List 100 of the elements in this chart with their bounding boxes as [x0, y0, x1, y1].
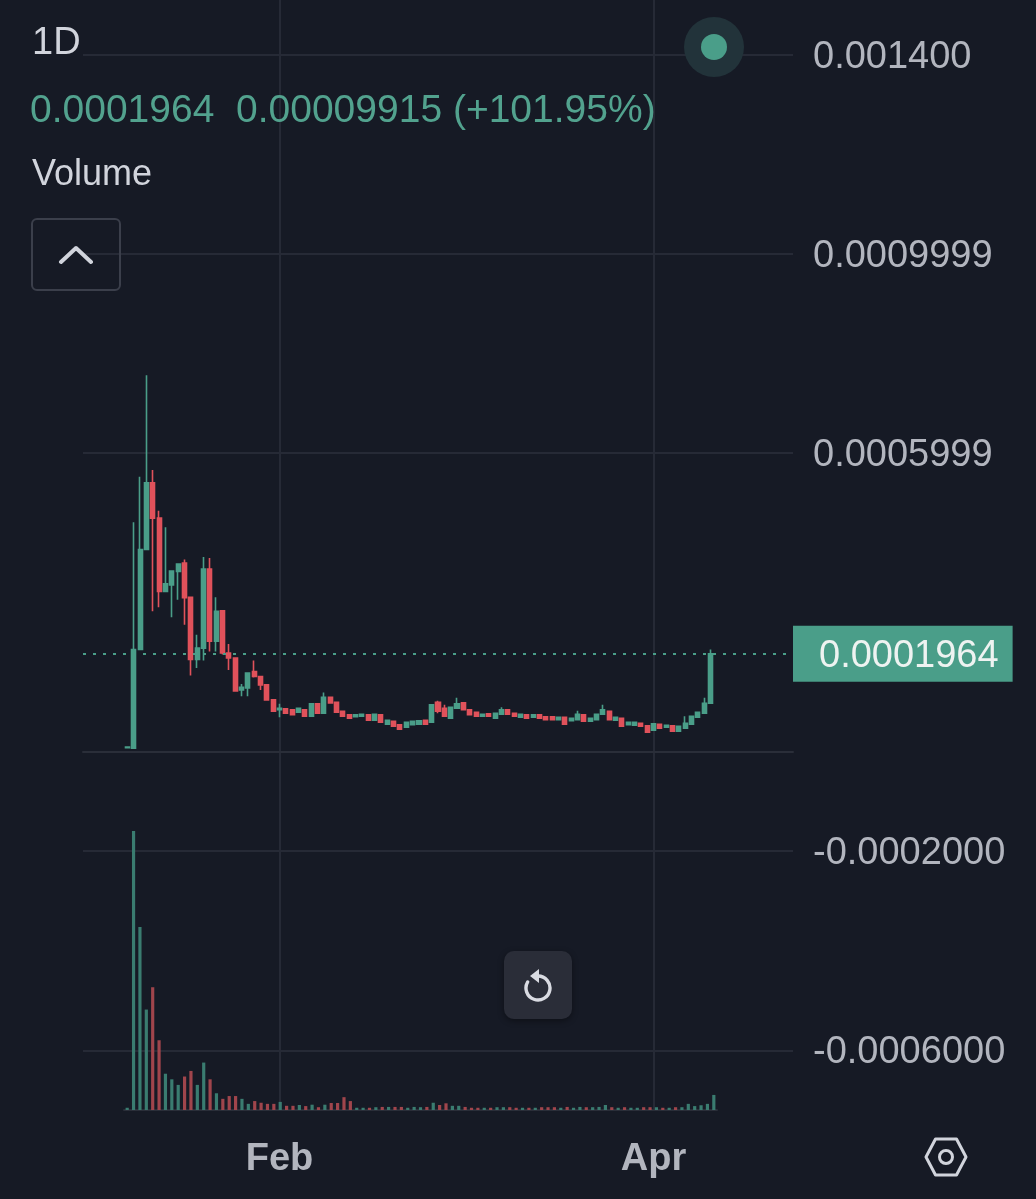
- bar: [610, 1107, 614, 1110]
- bar: [444, 1103, 448, 1110]
- bar: [578, 1106, 582, 1110]
- candlestick: [511, 712, 518, 718]
- bar: [304, 1106, 308, 1110]
- bar: [705, 1103, 710, 1110]
- bar: [374, 1107, 378, 1110]
- bar: [170, 1079, 174, 1110]
- bar: [138, 926, 142, 1110]
- candlestick: [612, 716, 619, 722]
- bar: [221, 1098, 225, 1110]
- candlestick: [384, 719, 391, 726]
- bar: [393, 1106, 397, 1110]
- candlestick: [422, 719, 429, 726]
- bar: [418, 1107, 423, 1110]
- candlestick: [523, 713, 530, 720]
- bar: [642, 1107, 646, 1110]
- bar: [584, 1107, 588, 1110]
- bar: [316, 1107, 321, 1110]
- bar: [227, 1096, 231, 1110]
- candlestick: [606, 710, 613, 721]
- candlestick: [656, 723, 663, 730]
- bar: [189, 1070, 193, 1110]
- bar: [565, 1106, 569, 1110]
- candlestick: [428, 704, 435, 724]
- bar: [495, 1107, 499, 1110]
- bar: [450, 1105, 454, 1110]
- bar: [297, 1104, 301, 1110]
- candlestick: [314, 703, 321, 715]
- candlestick: [308, 703, 315, 718]
- y-tick-label: 0.001400: [813, 33, 972, 76]
- bar: [246, 1103, 250, 1110]
- bar: [265, 1103, 270, 1110]
- bar: [163, 1073, 168, 1110]
- bar: [693, 1106, 697, 1110]
- candlestick: [346, 713, 353, 720]
- bar: [412, 1106, 416, 1110]
- bar: [131, 831, 136, 1110]
- bar: [457, 1105, 461, 1110]
- x-tick-label: Feb: [245, 1136, 314, 1178]
- candlestick: [650, 722, 657, 732]
- ref-line-label: 0.0001964: [819, 632, 999, 675]
- bar: [144, 1009, 148, 1110]
- candlestick: [175, 563, 182, 601]
- candlestick: [473, 711, 480, 718]
- candlestick: [365, 713, 372, 722]
- bar: [329, 1103, 333, 1110]
- candlestick: [276, 703, 283, 719]
- bar: [336, 1103, 340, 1110]
- bar: [202, 1062, 206, 1110]
- y-tick-label: -0.0006000: [813, 1029, 1006, 1072]
- bar: [552, 1107, 556, 1110]
- candlestick: [149, 469, 156, 613]
- bar: [182, 1076, 187, 1110]
- bar: [686, 1103, 690, 1110]
- text: 0.0001964 0.00009915 (+101.95%): [30, 87, 656, 131]
- candlestick: [618, 717, 625, 728]
- candlestick: [232, 657, 239, 692]
- candlestick: [517, 713, 524, 719]
- bar: [508, 1107, 512, 1110]
- bar: [278, 1101, 282, 1110]
- bar: [240, 1098, 244, 1110]
- candlestick: [549, 715, 556, 721]
- bar: [591, 1107, 595, 1110]
- candlestick: [371, 713, 378, 722]
- candlestick: [504, 709, 511, 716]
- bar: [342, 1097, 346, 1110]
- candlestick: [675, 725, 682, 733]
- y-tick-label: -0.0002000: [813, 830, 1006, 873]
- bar: [285, 1105, 289, 1110]
- candlestick: [479, 713, 486, 718]
- bar: [546, 1107, 550, 1110]
- bar: [348, 1101, 352, 1110]
- bar: [176, 1084, 180, 1110]
- x-tick-label: Apr: [620, 1136, 687, 1178]
- bar: [431, 1102, 435, 1110]
- text: 1D: [32, 20, 81, 63]
- bar: [253, 1101, 257, 1110]
- bar: [699, 1105, 703, 1110]
- bar: [291, 1105, 295, 1110]
- bar: [540, 1107, 544, 1110]
- bar: [208, 1079, 212, 1110]
- bar: [501, 1107, 505, 1110]
- bar: [673, 1107, 678, 1110]
- candlestick: [644, 724, 651, 733]
- chart-title: Volume: [32, 152, 153, 193]
- bar: [622, 1107, 627, 1110]
- bar: [712, 1094, 716, 1110]
- candlestick: [663, 724, 670, 729]
- bar: [233, 1096, 238, 1110]
- candlestick: [270, 699, 277, 713]
- bar: [151, 987, 155, 1110]
- candlestick: [561, 716, 568, 726]
- bar: [597, 1106, 601, 1110]
- candlestick: [637, 722, 644, 728]
- candlestick: [320, 691, 327, 715]
- candlestick: [156, 509, 163, 609]
- bar: [648, 1107, 652, 1110]
- bar: [157, 1040, 161, 1110]
- bar: [195, 1084, 199, 1110]
